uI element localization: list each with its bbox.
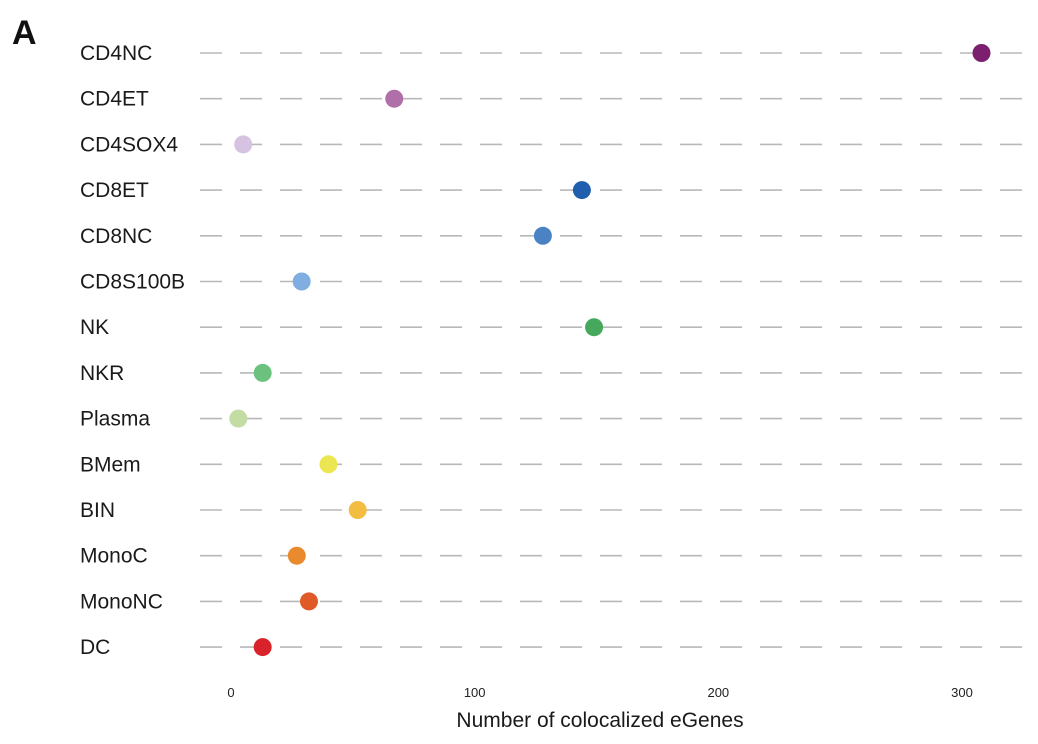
category-labels: CD4NC CD4ET CD4SOX4 CD8ET CD8NC CD8S100B NK NKR… xyxy=(80,42,185,659)
point-nk xyxy=(585,318,604,337)
category-label-cd8s100b: CD8S100B xyxy=(80,271,185,294)
point-nkr xyxy=(253,363,272,382)
x-axis-title: Number of colocalized eGenes xyxy=(456,709,743,732)
panel-label: A xyxy=(12,14,37,52)
x-tick-label-200: 200 xyxy=(707,685,729,700)
category-label-cd8et: CD8ET xyxy=(80,179,149,202)
category-label-nkr: NKR xyxy=(80,362,124,385)
x-tick-label-300: 300 xyxy=(951,685,973,700)
category-label-monoc: MonoC xyxy=(80,545,148,568)
point-cd4nc xyxy=(972,44,991,62)
x-tick-label-100: 100 xyxy=(464,685,486,700)
category-label-plasma: Plasma xyxy=(80,408,150,431)
point-cd4sox4 xyxy=(234,135,253,154)
point-cd8s100b xyxy=(292,272,311,291)
point-bin xyxy=(348,501,367,519)
point-cd4et xyxy=(385,89,404,108)
category-label-bin: BIN xyxy=(80,499,115,522)
category-label-mononc: MonoNC xyxy=(80,590,163,613)
category-label-cd4nc: CD4NC xyxy=(80,42,152,65)
point-mononc xyxy=(299,592,318,611)
point-cd8nc xyxy=(533,226,552,245)
category-label-bmem: BMem xyxy=(80,453,141,476)
x-axis-ticks: 0 100 200 300 xyxy=(227,685,972,700)
category-label-cd4sox4: CD4SOX4 xyxy=(80,133,178,156)
category-label-cd8nc: CD8NC xyxy=(80,225,152,248)
x-tick-label-0: 0 xyxy=(227,685,234,700)
point-bmem xyxy=(319,455,338,474)
data-points xyxy=(229,44,991,657)
category-label-dc: DC xyxy=(80,636,110,659)
category-label-cd4et: CD4ET xyxy=(80,88,149,111)
gridlines xyxy=(200,52,1022,648)
point-monoc xyxy=(287,546,306,565)
point-cd8et xyxy=(572,181,591,200)
point-dc xyxy=(253,638,272,657)
point-plasma xyxy=(229,409,248,428)
category-label-nk: NK xyxy=(80,316,109,339)
